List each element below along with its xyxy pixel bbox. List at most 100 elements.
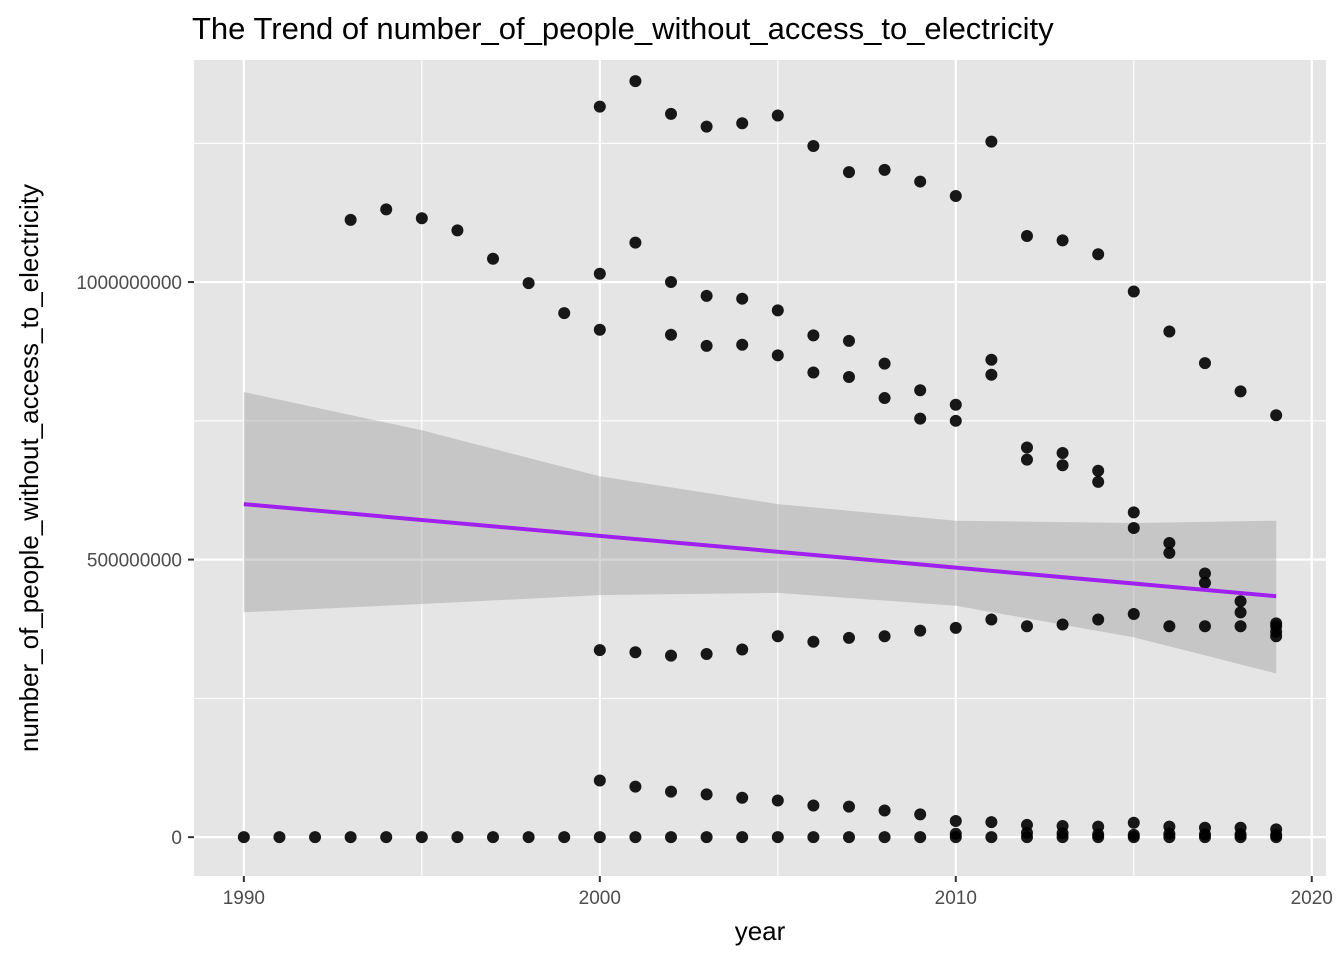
data-point bbox=[736, 831, 749, 844]
data-point bbox=[1270, 828, 1283, 841]
data-point bbox=[344, 213, 357, 226]
data-point bbox=[700, 647, 713, 660]
data-point bbox=[914, 831, 927, 844]
trend-line bbox=[243, 502, 1277, 599]
data-point bbox=[415, 212, 428, 225]
data-point bbox=[700, 339, 713, 352]
data-point bbox=[914, 624, 927, 637]
data-point bbox=[1020, 826, 1033, 839]
data-point bbox=[878, 357, 891, 370]
chart-title: The Trend of number_of_people_without_ac… bbox=[192, 11, 1054, 46]
confidence-band bbox=[243, 392, 1277, 674]
data-point bbox=[629, 780, 642, 793]
data-point bbox=[558, 831, 571, 844]
data-point bbox=[1056, 618, 1069, 631]
data-point bbox=[451, 831, 464, 844]
data-point bbox=[593, 644, 606, 657]
x-tick-label: 2010 bbox=[935, 888, 977, 909]
panel-background bbox=[194, 60, 1326, 876]
data-point bbox=[1020, 620, 1033, 633]
data-point bbox=[1092, 464, 1105, 477]
data-point bbox=[522, 831, 535, 844]
data-point bbox=[771, 630, 784, 643]
data-point bbox=[736, 643, 749, 656]
data-point bbox=[1198, 357, 1211, 370]
data-point bbox=[1092, 613, 1105, 626]
data-point bbox=[985, 368, 998, 381]
data-point bbox=[771, 304, 784, 317]
data-point bbox=[380, 203, 393, 216]
data-point bbox=[665, 831, 678, 844]
data-point bbox=[1127, 506, 1140, 519]
data-point bbox=[1127, 285, 1140, 298]
data-point bbox=[1270, 409, 1283, 422]
data-point bbox=[309, 831, 322, 844]
data-point bbox=[771, 794, 784, 807]
data-point bbox=[842, 800, 855, 813]
data-point bbox=[1198, 828, 1211, 841]
data-point bbox=[629, 646, 642, 659]
data-point bbox=[629, 236, 642, 249]
data-point bbox=[1020, 441, 1033, 454]
data-point bbox=[807, 140, 820, 153]
data-point bbox=[629, 75, 642, 88]
data-point bbox=[665, 107, 678, 120]
points-layer bbox=[237, 75, 1283, 844]
data-point bbox=[1020, 229, 1033, 242]
data-point bbox=[1198, 567, 1211, 580]
data-point bbox=[736, 338, 749, 351]
data-point bbox=[914, 384, 927, 397]
data-point bbox=[985, 353, 998, 366]
data-point bbox=[842, 166, 855, 179]
data-point bbox=[807, 366, 820, 379]
data-point bbox=[1163, 827, 1176, 840]
tick-marks bbox=[188, 281, 1313, 882]
data-point bbox=[1127, 828, 1140, 841]
data-point bbox=[771, 349, 784, 362]
data-point bbox=[807, 329, 820, 342]
x-tick-label: 2020 bbox=[1291, 888, 1333, 909]
data-point bbox=[665, 785, 678, 798]
data-point bbox=[1056, 447, 1069, 460]
data-point bbox=[1234, 385, 1247, 398]
data-point bbox=[949, 815, 962, 828]
x-tick-label: 1990 bbox=[223, 888, 265, 909]
data-point bbox=[700, 289, 713, 302]
data-point bbox=[1092, 828, 1105, 841]
data-point bbox=[415, 831, 428, 844]
data-point bbox=[949, 621, 962, 634]
data-point bbox=[1020, 453, 1033, 466]
x-tick-labels: 1990 2000 2010 2020 bbox=[223, 888, 1333, 909]
data-point bbox=[1163, 325, 1176, 338]
data-point bbox=[380, 831, 393, 844]
data-point bbox=[985, 831, 998, 844]
data-point bbox=[1198, 620, 1211, 633]
data-point bbox=[949, 190, 962, 202]
data-point bbox=[593, 100, 606, 113]
data-point bbox=[522, 277, 535, 290]
data-point bbox=[878, 831, 891, 844]
data-point bbox=[985, 613, 998, 626]
data-point bbox=[1234, 828, 1247, 841]
data-point bbox=[949, 827, 962, 840]
data-point bbox=[1198, 576, 1211, 589]
data-point bbox=[842, 831, 855, 844]
data-point bbox=[771, 831, 784, 844]
confidence-band-layer bbox=[243, 392, 1277, 674]
data-point bbox=[665, 328, 678, 341]
data-point bbox=[593, 267, 606, 280]
data-point bbox=[665, 276, 678, 289]
trend-line-layer bbox=[243, 502, 1277, 599]
data-point bbox=[593, 831, 606, 844]
y-tick-label: 1000000000 bbox=[76, 273, 182, 294]
data-point bbox=[1127, 521, 1140, 534]
data-point bbox=[1092, 475, 1105, 488]
data-point bbox=[736, 791, 749, 804]
data-point bbox=[1127, 607, 1140, 620]
data-point bbox=[1056, 234, 1069, 247]
data-point bbox=[1127, 816, 1140, 829]
data-point bbox=[451, 224, 464, 237]
data-point bbox=[487, 831, 500, 844]
data-point bbox=[1234, 606, 1247, 619]
